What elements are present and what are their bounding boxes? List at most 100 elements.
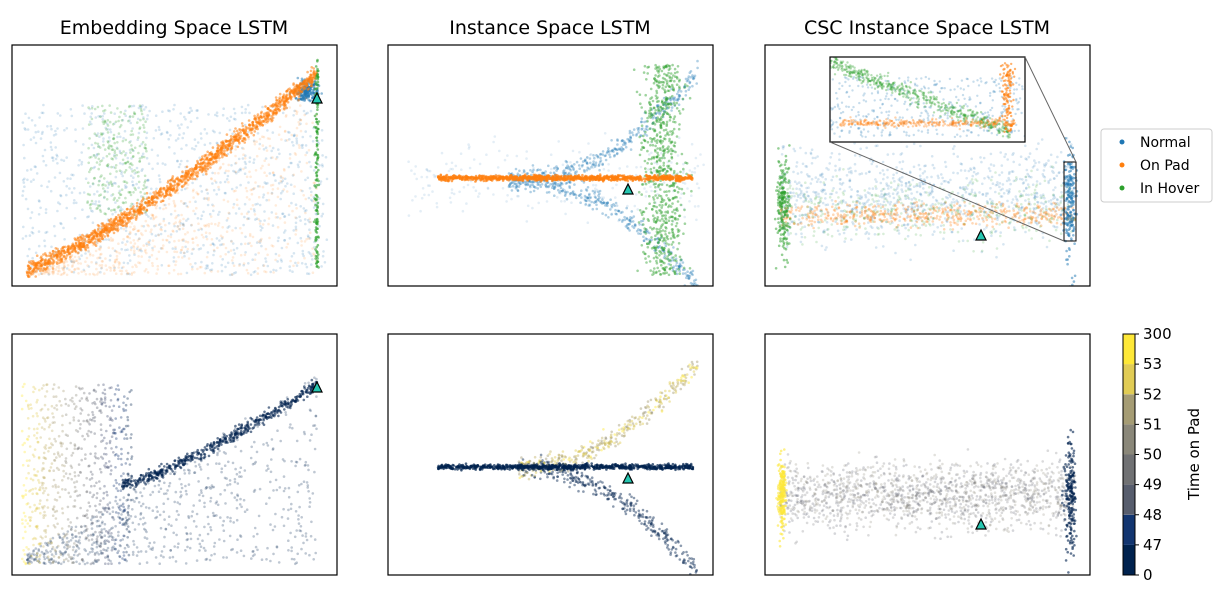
scatter-point [648, 202, 651, 205]
scatter-point [77, 267, 81, 271]
scatter-point [667, 219, 671, 222]
scatter-point [117, 213, 120, 217]
scatter-point [621, 210, 624, 214]
scatter-point [179, 251, 183, 254]
scatter-point [638, 153, 642, 157]
scatter-point [115, 257, 119, 261]
scatter-point [427, 193, 431, 197]
scatter-point [164, 194, 167, 198]
scatter-point [655, 237, 659, 241]
scatter-point [145, 131, 149, 135]
scatter-point [121, 218, 124, 222]
scatter-point [247, 210, 250, 214]
scatter-point [671, 258, 675, 262]
scatter-point [672, 127, 676, 131]
scatter-point [594, 199, 597, 203]
scatter-point [249, 129, 252, 132]
scatter-point [292, 134, 296, 138]
scatter-point [553, 181, 557, 184]
scatter-point [262, 148, 266, 151]
scatter-point [637, 228, 640, 231]
scatter-point [51, 156, 55, 160]
scatter-point [524, 180, 528, 184]
scatter-point [295, 216, 298, 220]
scatter-point [560, 200, 563, 203]
scatter-point [97, 183, 100, 187]
scatter-point [206, 266, 209, 270]
scatter-point [696, 164, 700, 168]
scatter-point [657, 104, 660, 107]
scatter-point [271, 119, 274, 122]
scatter-point [194, 163, 198, 167]
scatter-point [103, 119, 107, 123]
scatter-point [665, 194, 668, 197]
scatter-point [571, 165, 574, 169]
scatter-point [556, 167, 559, 170]
scatter-point [597, 163, 601, 166]
scatter-point [280, 138, 283, 141]
scatter-point [220, 269, 224, 273]
scatter-point [107, 207, 110, 211]
scatter-point [123, 180, 127, 183]
scatter-point [120, 247, 123, 251]
scatter-point [629, 135, 632, 138]
scatter-point [249, 175, 252, 179]
scatter-point [154, 206, 158, 210]
scatter-point [180, 248, 183, 252]
scatter-point [68, 247, 71, 251]
scatter-point [315, 112, 319, 116]
scatter-point [255, 125, 259, 129]
scatter-point [295, 97, 298, 100]
scatter-point [559, 184, 562, 187]
scatter-point [239, 134, 243, 138]
scatter-point [658, 203, 661, 207]
scatter-point [235, 186, 238, 189]
scatter-point [675, 101, 678, 105]
scatter-point [131, 228, 135, 231]
scatter-point [599, 200, 603, 204]
scatter-point [583, 198, 587, 202]
scatter-point [553, 185, 557, 189]
scatter-point [169, 235, 173, 239]
scatter-point [253, 270, 257, 273]
scatter-point [294, 109, 298, 113]
scatter-point [144, 147, 148, 151]
scatter-point [154, 215, 158, 219]
scatter-point [628, 219, 632, 223]
scatter-point [70, 114, 74, 118]
scatter-point [123, 162, 127, 165]
scatter-point [217, 185, 220, 189]
scatter-point [137, 237, 141, 240]
scatter-point [188, 200, 192, 204]
scatter-point [678, 267, 681, 271]
scatter-point [267, 217, 271, 220]
scatter-point [308, 186, 312, 190]
scatter-point [124, 161, 128, 165]
scatter-point [254, 218, 257, 221]
scatter-point [234, 161, 238, 165]
scatter-point [154, 114, 158, 117]
scatter-point [141, 233, 144, 237]
scatter-point [224, 246, 228, 250]
scatter-point [677, 95, 681, 99]
scatter-point [175, 186, 179, 189]
scatter-point [642, 223, 645, 226]
scatter-point [659, 159, 662, 163]
scatter-point [641, 219, 645, 223]
scatter-point [526, 182, 529, 186]
scatter-point [291, 174, 295, 177]
scatter-point [185, 219, 188, 222]
scatter-point [261, 223, 265, 226]
scatter-point [89, 202, 93, 206]
scatter-point [593, 165, 597, 168]
scatter-point [272, 109, 275, 113]
scatter-point [125, 272, 129, 276]
scatter-point [428, 169, 432, 173]
scatter-point [70, 260, 74, 264]
scatter-point [96, 132, 100, 135]
scatter-point [640, 117, 644, 120]
scatter-point [581, 163, 584, 167]
scatter-point [59, 221, 62, 225]
scatter-point [70, 173, 73, 177]
scatter-point [251, 235, 255, 239]
